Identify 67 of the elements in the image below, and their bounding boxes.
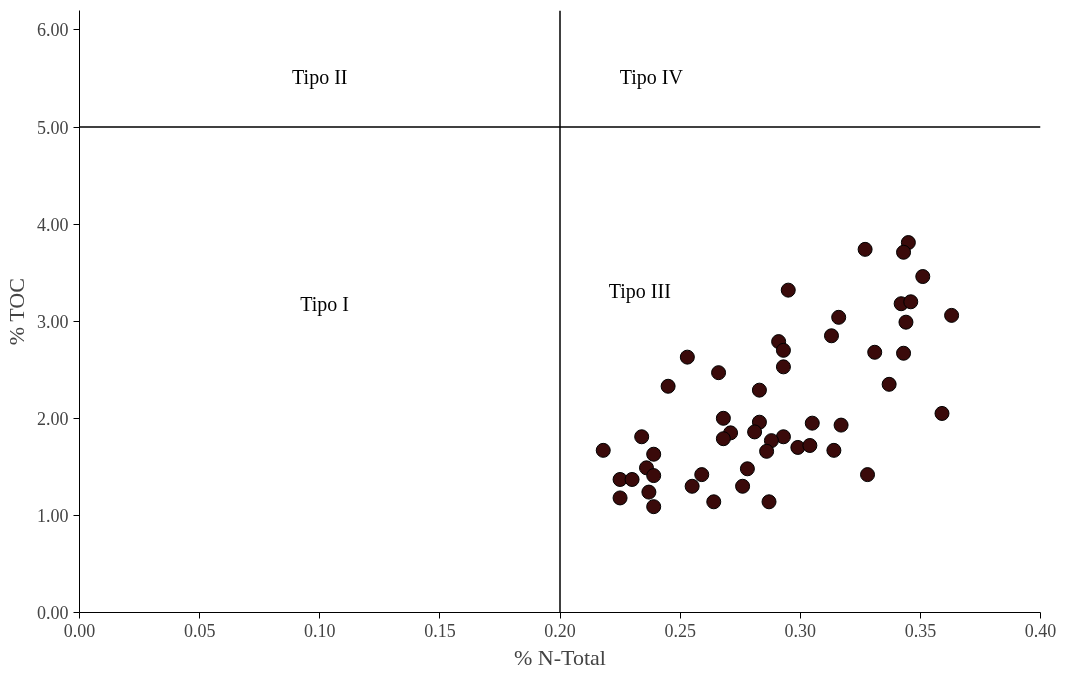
y-tick-label: 4.00 bbox=[37, 214, 69, 235]
point bbox=[641, 484, 657, 500]
point bbox=[860, 467, 876, 483]
x-tick-label: 0.25 bbox=[664, 620, 696, 641]
point bbox=[679, 349, 695, 365]
x-axis-title: % N-Total bbox=[514, 644, 606, 670]
point bbox=[711, 365, 727, 381]
annotation: Tipo II bbox=[292, 65, 348, 89]
point bbox=[831, 309, 847, 325]
y-tick-label: 2.00 bbox=[37, 408, 69, 429]
point bbox=[896, 345, 912, 361]
x-tick-label: 0.35 bbox=[904, 620, 937, 641]
point bbox=[790, 439, 806, 455]
point bbox=[739, 461, 755, 477]
point bbox=[759, 443, 775, 459]
x-tick-label: 0.30 bbox=[784, 620, 816, 641]
x-tick-label: 0.10 bbox=[304, 620, 336, 641]
annotation: Tipo IV bbox=[619, 65, 684, 89]
point bbox=[646, 468, 662, 484]
point bbox=[934, 405, 950, 421]
point bbox=[833, 417, 849, 433]
x-tick-label: 0.00 bbox=[63, 620, 96, 641]
point bbox=[802, 438, 818, 453]
x-tick-label: 0.15 bbox=[424, 620, 456, 641]
point bbox=[747, 424, 763, 440]
point bbox=[646, 446, 662, 462]
point bbox=[780, 282, 796, 298]
point bbox=[804, 415, 820, 431]
point bbox=[823, 328, 839, 344]
point bbox=[684, 478, 700, 494]
point bbox=[646, 499, 662, 515]
point bbox=[896, 244, 912, 260]
y-tick-label: 3.00 bbox=[37, 311, 69, 332]
x-tick-label: 0.40 bbox=[1024, 620, 1057, 641]
point bbox=[867, 344, 883, 360]
point bbox=[775, 429, 791, 445]
point bbox=[903, 294, 919, 310]
point bbox=[706, 494, 722, 510]
point bbox=[775, 342, 791, 358]
point bbox=[624, 471, 640, 487]
point bbox=[761, 494, 777, 510]
point bbox=[612, 490, 628, 506]
annotation: Tipo III bbox=[608, 280, 671, 304]
point bbox=[826, 442, 842, 458]
point bbox=[944, 307, 960, 323]
point bbox=[612, 471, 628, 487]
x-tick-label: 0.20 bbox=[544, 620, 576, 641]
x-tick-label: 0.05 bbox=[183, 620, 216, 641]
point bbox=[915, 269, 931, 285]
annotation: Tipo I bbox=[300, 292, 349, 316]
y-tick-label: 5.00 bbox=[37, 117, 69, 138]
point bbox=[694, 467, 710, 483]
point bbox=[857, 241, 873, 257]
point bbox=[634, 429, 650, 445]
point bbox=[775, 359, 791, 375]
y-axis-title: % TOC bbox=[4, 278, 29, 346]
y-tick-label: 6.00 bbox=[37, 20, 69, 41]
point bbox=[715, 431, 731, 447]
point bbox=[881, 376, 897, 392]
point bbox=[735, 478, 751, 494]
point bbox=[660, 378, 676, 394]
point bbox=[595, 442, 611, 458]
y-tick-label: 0.00 bbox=[37, 603, 69, 623]
point bbox=[751, 382, 767, 398]
point bbox=[715, 410, 731, 426]
point bbox=[898, 314, 914, 330]
y-tick-label: 1.00 bbox=[37, 505, 69, 526]
